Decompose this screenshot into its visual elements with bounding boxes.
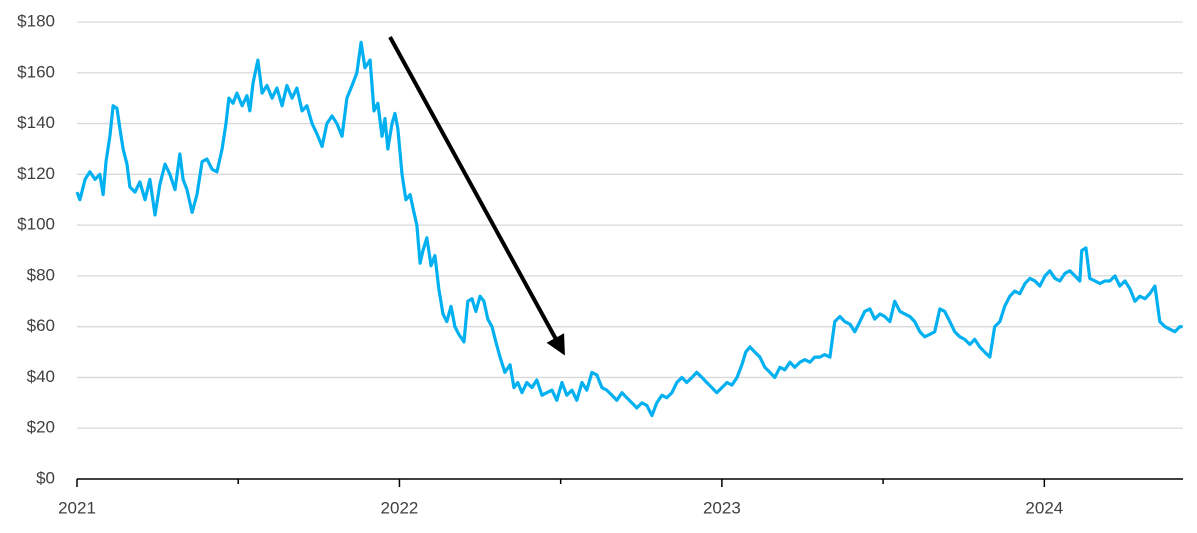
y-tick-label: $120 xyxy=(17,164,55,183)
y-tick-label: $100 xyxy=(17,215,55,234)
y-tick-label: $60 xyxy=(27,316,55,335)
y-tick-label: $140 xyxy=(17,113,55,132)
y-tick-label: $0 xyxy=(36,468,55,487)
price-line xyxy=(75,40,1183,418)
y-tick-label: $20 xyxy=(27,418,55,437)
x-tick-label: 2022 xyxy=(381,498,419,517)
x-tick-label: 2024 xyxy=(1025,498,1063,517)
x-tick-label: 2023 xyxy=(703,498,741,517)
y-tick-label: $180 xyxy=(17,11,55,30)
y-tick-label: $40 xyxy=(27,367,55,386)
x-tick-label: 2021 xyxy=(58,498,96,517)
trend-arrow xyxy=(388,36,565,356)
y-tick-label: $80 xyxy=(27,265,55,284)
y-tick-label: $160 xyxy=(17,62,55,81)
